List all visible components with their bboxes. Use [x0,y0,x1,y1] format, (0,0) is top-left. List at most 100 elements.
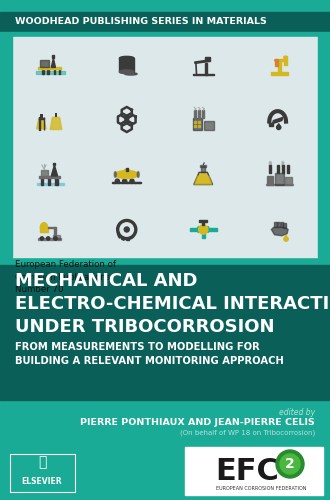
Ellipse shape [119,70,134,73]
Ellipse shape [125,72,137,75]
Bar [194,125,196,127]
Bar [47,68,49,74]
Ellipse shape [40,222,48,232]
Circle shape [269,164,271,166]
Bar [53,68,55,74]
Bar [275,60,278,66]
Circle shape [122,179,127,184]
Bar [48,227,55,228]
Ellipse shape [115,170,138,178]
Circle shape [124,227,129,232]
Bar [38,68,61,69]
Polygon shape [51,165,57,176]
Text: ELSEVIER: ELSEVIER [22,478,62,486]
Bar [123,222,126,224]
Circle shape [117,220,137,240]
Bar [42,68,44,74]
Circle shape [280,454,300,474]
Bar [198,125,200,127]
Bar [121,238,125,240]
Polygon shape [51,58,55,68]
Circle shape [120,223,133,236]
Circle shape [282,164,284,166]
Bar [278,61,281,72]
Bar [39,118,40,130]
Bar [208,228,216,231]
Text: MECHANICAL AND: MECHANICAL AND [15,272,197,290]
Bar [40,60,49,68]
Bar [275,173,284,184]
Bar [59,68,60,74]
Bar [126,238,129,240]
Bar [116,226,119,230]
Bar [55,113,57,117]
Bar [269,124,274,126]
Circle shape [277,126,281,130]
Text: UNDER TRIBOCORROSION: UNDER TRIBOCORROSION [15,318,275,336]
Bar [41,114,43,118]
Bar [278,59,285,61]
Polygon shape [271,228,288,236]
Bar [284,57,287,64]
Bar [0,32,330,34]
Circle shape [130,179,134,184]
Bar [194,121,196,123]
Text: European Federation of
Corrosion Publications
Number 70: European Federation of Corrosion Publica… [15,260,116,294]
Text: 2: 2 [285,457,295,471]
Bar [53,163,55,165]
Bar [52,55,54,58]
Circle shape [54,237,57,240]
Ellipse shape [275,60,279,62]
Bar [205,64,207,75]
Bar [205,57,210,62]
Polygon shape [277,124,281,128]
Circle shape [284,237,288,241]
Bar [282,165,284,173]
Bar [117,182,119,184]
Bar [10,454,75,492]
Ellipse shape [119,56,134,60]
Bar [318,34,330,257]
Bar [39,176,60,178]
Bar [277,165,279,173]
Polygon shape [194,176,212,184]
Bar [198,121,200,123]
Ellipse shape [197,226,200,232]
Bar [0,12,330,32]
Bar [127,222,130,224]
Bar [41,170,48,176]
Bar [38,238,61,240]
Text: EFC: EFC [215,456,279,486]
Polygon shape [37,118,46,129]
Ellipse shape [124,170,129,172]
Circle shape [276,450,304,478]
Polygon shape [273,118,283,124]
Bar [204,121,214,130]
Ellipse shape [137,172,139,177]
Bar [114,182,115,184]
Ellipse shape [207,226,209,232]
Circle shape [40,237,44,240]
Bar [194,110,196,118]
Bar [139,182,140,184]
Bar [112,182,141,184]
Ellipse shape [284,56,287,58]
Bar [0,34,12,257]
Circle shape [282,162,284,164]
Bar [271,72,288,74]
Bar [185,447,323,495]
Bar [55,178,57,185]
Polygon shape [284,236,288,239]
Bar [117,231,118,234]
Bar [199,220,208,222]
Bar [0,0,330,12]
Bar [54,228,56,236]
Bar [130,182,132,184]
Bar [283,223,285,228]
Bar [44,118,45,130]
Bar [12,37,318,257]
Text: EUROPEAN CORROSION FEDERATION: EUROPEAN CORROSION FEDERATION [216,486,306,490]
Polygon shape [195,60,210,64]
Bar [48,178,50,185]
Bar [269,165,271,173]
